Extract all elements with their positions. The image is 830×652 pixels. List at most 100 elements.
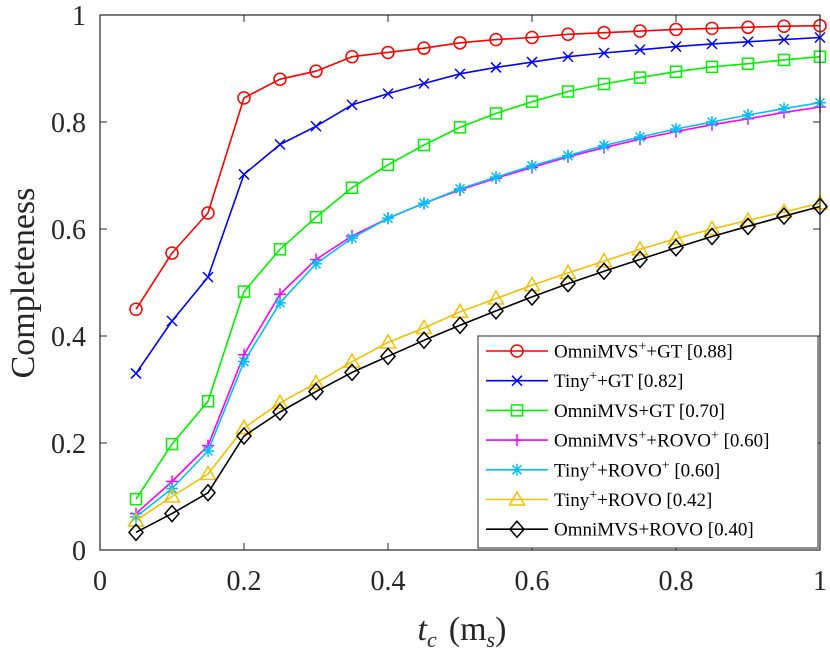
data-point-asterisk bbox=[562, 149, 574, 162]
data-point-triangle bbox=[703, 219, 721, 236]
data-point-x bbox=[310, 120, 322, 132]
data-point-square bbox=[741, 57, 755, 70]
data-point-x bbox=[526, 56, 538, 68]
data-point-asterisk bbox=[778, 102, 790, 115]
data-point-square bbox=[201, 395, 215, 408]
x-tick-label: 1 bbox=[813, 566, 827, 597]
data-point-asterisk bbox=[238, 355, 250, 368]
data-point-square bbox=[345, 181, 359, 195]
data-point-x bbox=[511, 375, 523, 387]
legend: OmniMVS++GT [0.88] Tiny++GT [0.82] OmniMVS… bbox=[477, 335, 819, 549]
legend-label: Tiny++ROVO+ [0.60] bbox=[554, 458, 720, 481]
data-point-triangle bbox=[487, 289, 505, 305]
data-point-square bbox=[417, 138, 431, 152]
data-point-square bbox=[597, 77, 611, 91]
y-tick-label: 0.6 bbox=[51, 215, 86, 246]
data-point-x bbox=[130, 367, 142, 379]
data-point-asterisk bbox=[634, 130, 646, 143]
legend-entry: OmniMVS+GT [0.70] bbox=[486, 401, 725, 422]
y-tick-label: 0.8 bbox=[51, 108, 86, 139]
data-point-diamond bbox=[704, 227, 720, 246]
x-tick-label: 0 bbox=[93, 566, 107, 597]
data-point-x bbox=[274, 138, 286, 151]
data-point-x bbox=[166, 315, 178, 327]
data-point-triangle bbox=[631, 240, 649, 256]
data-point-circle bbox=[561, 27, 575, 42]
legend-label: Tiny++GT [0.82] bbox=[554, 369, 683, 392]
data-point-plus bbox=[511, 434, 523, 447]
data-point-x bbox=[634, 44, 646, 56]
data-point-square bbox=[525, 95, 539, 108]
plot-frame bbox=[99, 14, 821, 551]
legend-label: OmniMVS+GT [0.70] bbox=[554, 401, 725, 422]
data-point-triangle bbox=[508, 490, 526, 506]
data-point-circle bbox=[201, 206, 215, 220]
data-point-triangle bbox=[271, 393, 289, 410]
data-point-diamond bbox=[128, 523, 144, 542]
series-5 bbox=[127, 194, 829, 527]
y-tick-label: 0 bbox=[72, 536, 86, 567]
data-point-square bbox=[237, 285, 251, 298]
data-point-square bbox=[273, 243, 287, 256]
data-point-triangle bbox=[667, 229, 685, 245]
x-axis-label: tc (ms) bbox=[418, 611, 507, 652]
data-point-triangle bbox=[595, 252, 613, 268]
legend-box bbox=[477, 335, 819, 549]
data-point-asterisk bbox=[454, 182, 466, 195]
data-point-triangle bbox=[415, 318, 433, 335]
data-point-circle bbox=[237, 91, 251, 105]
data-point-asterisk bbox=[670, 122, 682, 135]
data-point-triangle bbox=[523, 276, 541, 292]
data-point-x bbox=[202, 271, 214, 283]
data-point-diamond bbox=[164, 504, 180, 523]
data-point-circle bbox=[669, 22, 683, 37]
data-point-circle bbox=[165, 246, 179, 260]
data-point-triangle bbox=[199, 465, 217, 481]
legend-entry: OmniMVS++GT [0.88] bbox=[486, 340, 733, 363]
data-point-circle bbox=[777, 19, 791, 33]
data-point-square bbox=[669, 65, 683, 78]
data-point-x bbox=[706, 38, 718, 50]
data-point-circle bbox=[381, 45, 395, 60]
data-point-circle bbox=[453, 36, 467, 50]
data-point-asterisk bbox=[742, 109, 754, 122]
data-point-x bbox=[454, 68, 466, 80]
data-point-circle bbox=[345, 49, 359, 64]
data-point-x bbox=[346, 99, 358, 111]
legend-label: OmniMVS++ROVO+ [0.60] bbox=[554, 429, 770, 452]
x-tick-label: 0.6 bbox=[515, 566, 550, 597]
data-point-x bbox=[238, 168, 250, 180]
data-point-square bbox=[510, 404, 524, 417]
data-point-circle bbox=[417, 41, 431, 55]
data-point-triangle bbox=[307, 374, 325, 390]
data-point-circle bbox=[525, 30, 539, 45]
data-point-x bbox=[670, 41, 682, 53]
data-point-square bbox=[705, 60, 719, 74]
data-point-x bbox=[742, 36, 754, 48]
data-point-asterisk bbox=[346, 232, 358, 245]
y-tick-label: 1 bbox=[72, 1, 86, 32]
x-tick-label: 0.8 bbox=[659, 566, 694, 597]
data-point-x bbox=[598, 47, 610, 59]
data-point-circle bbox=[705, 21, 719, 36]
data-point-asterisk bbox=[490, 171, 502, 184]
data-point-asterisk bbox=[130, 510, 142, 523]
data-point-triangle bbox=[163, 487, 181, 503]
data-point-square bbox=[165, 437, 179, 451]
data-point-square bbox=[453, 121, 467, 134]
data-point-asterisk bbox=[202, 445, 214, 458]
legend-entry: OmniMVS+ROVO [0.40] bbox=[486, 520, 754, 541]
data-point-diamond bbox=[236, 426, 252, 446]
legend-label: OmniMVS+ROVO [0.40] bbox=[554, 520, 754, 541]
y-axis-label: Completeness bbox=[5, 188, 42, 379]
x-tick-label: 0.4 bbox=[371, 566, 406, 597]
data-point-circle bbox=[489, 32, 503, 47]
data-point-diamond bbox=[200, 483, 216, 502]
data-point-diamond bbox=[509, 520, 525, 539]
data-point-diamond bbox=[740, 217, 756, 236]
data-point-diamond bbox=[416, 331, 432, 350]
data-point-circle bbox=[633, 24, 647, 38]
data-point-diamond bbox=[560, 274, 576, 293]
data-point-diamond bbox=[488, 301, 504, 320]
